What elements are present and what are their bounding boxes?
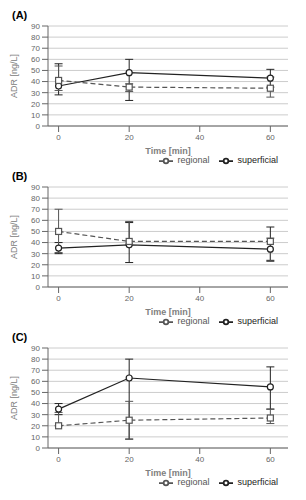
svg-text:30: 30 — [31, 89, 40, 98]
html-text:regional: regional — [177, 155, 210, 166]
svg-text:20: 20 — [31, 261, 40, 270]
svg-text:50: 50 — [31, 388, 40, 397]
svg-text:80: 80 — [31, 33, 40, 42]
svg-text:40: 40 — [195, 455, 204, 464]
svg-text:60: 60 — [266, 133, 275, 142]
svg-text:50: 50 — [31, 227, 40, 236]
svg-text:40: 40 — [195, 294, 204, 303]
svg-text:70: 70 — [31, 205, 40, 214]
svg-text:90: 90 — [31, 22, 40, 31]
svg-text:0: 0 — [36, 444, 41, 453]
html-text:regional: regional — [177, 477, 210, 488]
svg-text:0: 0 — [56, 455, 61, 464]
svg-text:30: 30 — [31, 411, 40, 420]
svg-text:Time [min]: Time [min] — [145, 468, 190, 478]
svg-text:60: 60 — [31, 377, 40, 386]
svg-text:60: 60 — [31, 55, 40, 64]
html-text:regional: regional — [177, 316, 210, 327]
svg-text:20: 20 — [31, 422, 40, 431]
svg-text:80: 80 — [31, 355, 40, 364]
svg-text:60: 60 — [266, 294, 275, 303]
svg-text:20: 20 — [125, 133, 134, 142]
html-text:(B): (B) — [12, 170, 28, 182]
svg-text:80: 80 — [31, 194, 40, 203]
html-text:(A): (A) — [12, 9, 28, 21]
svg-text:70: 70 — [31, 44, 40, 53]
svg-text:90: 90 — [31, 344, 40, 353]
svg-text:ADR [ng/L]: ADR [ng/L] — [9, 215, 19, 259]
svg-text:10: 10 — [31, 433, 40, 442]
svg-text:10: 10 — [31, 111, 40, 120]
html-text:superficial: superficial — [237, 155, 278, 166]
svg-text:ADR [ng/L]: ADR [ng/L] — [9, 54, 19, 98]
svg-text:40: 40 — [31, 238, 40, 247]
html-text:superficial: superficial — [237, 316, 278, 327]
svg-text:60: 60 — [266, 455, 275, 464]
svg-text:10: 10 — [31, 272, 40, 281]
svg-text:40: 40 — [31, 77, 40, 86]
svg-text:20: 20 — [125, 455, 134, 464]
html-text:(C): (C) — [12, 331, 28, 343]
svg-text:30: 30 — [31, 250, 40, 259]
svg-text:20: 20 — [31, 100, 40, 109]
svg-text:40: 40 — [31, 399, 40, 408]
svg-text:ADR [ng/L]: ADR [ng/L] — [9, 376, 19, 420]
svg-text:0: 0 — [36, 122, 41, 131]
svg-text:Time [min]: Time [min] — [145, 307, 190, 317]
svg-text:90: 90 — [31, 183, 40, 192]
svg-text:40: 40 — [195, 133, 204, 142]
svg-text:Time [min]: Time [min] — [145, 146, 190, 156]
html-text:superficial: superficial — [237, 477, 278, 488]
svg-text:20: 20 — [125, 294, 134, 303]
svg-text:0: 0 — [56, 133, 61, 142]
svg-text:70: 70 — [31, 366, 40, 375]
svg-text:60: 60 — [31, 216, 40, 225]
svg-text:50: 50 — [31, 66, 40, 75]
svg-text:0: 0 — [36, 283, 41, 292]
svg-text:0: 0 — [56, 294, 61, 303]
